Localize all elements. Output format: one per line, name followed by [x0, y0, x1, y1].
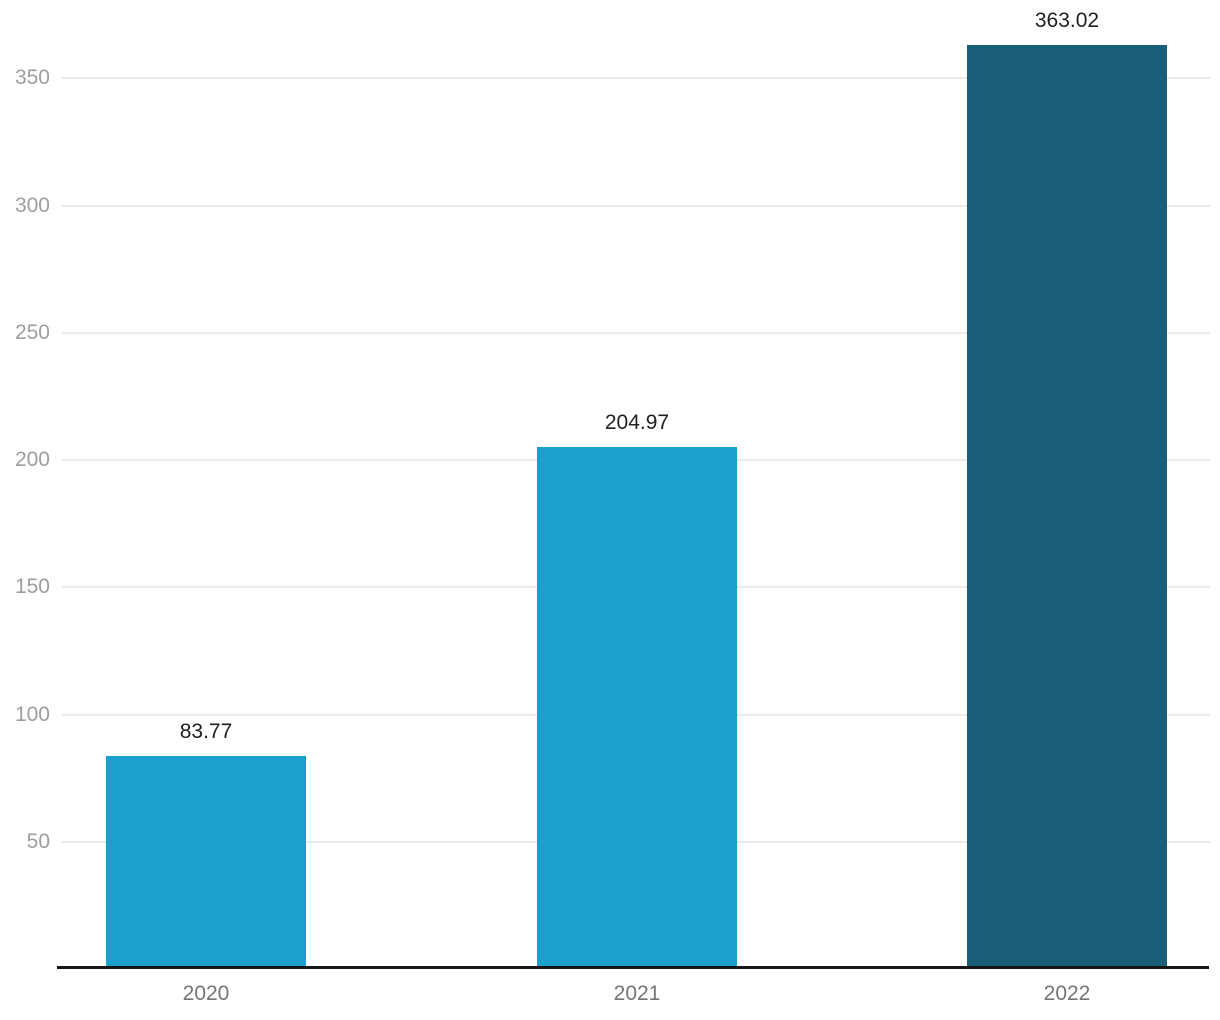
bar-value-label: 363.02 [1034, 9, 1100, 32]
gridline [62, 205, 1210, 207]
x-axis-category-label: 2021 [613, 982, 661, 1005]
y-axis-tick-label: 250 [14, 321, 50, 344]
y-axis-tick-label: 350 [14, 66, 50, 89]
bar-2022[interactable] [967, 45, 1167, 966]
bar-2020[interactable] [106, 756, 306, 966]
y-axis-tick-label: 300 [14, 194, 50, 217]
x-axis-line [57, 966, 1209, 969]
bar-value-label: 204.97 [604, 411, 670, 434]
gridline [62, 332, 1210, 334]
y-axis-tick-label: 200 [14, 448, 50, 471]
y-axis-tick-label: 50 [26, 830, 50, 853]
x-axis-category-label: 2020 [182, 982, 230, 1005]
bar-value-label: 83.77 [179, 720, 233, 743]
y-axis-tick-label: 100 [14, 703, 50, 726]
bar-2021[interactable] [537, 447, 737, 966]
y-axis-tick-label: 150 [14, 575, 50, 598]
x-axis-category-label: 2022 [1043, 982, 1091, 1005]
gridline [62, 77, 1210, 79]
